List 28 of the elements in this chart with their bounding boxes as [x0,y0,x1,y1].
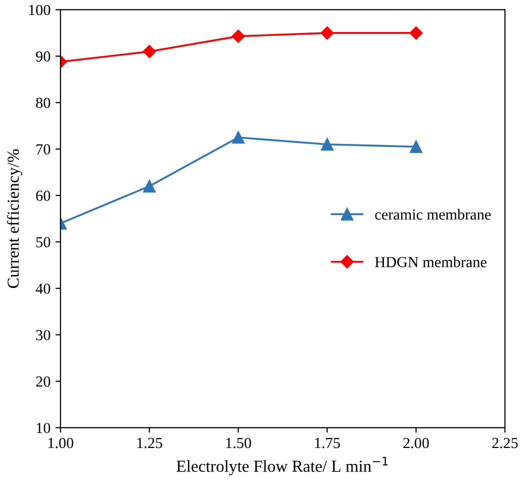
y-tick-label: 50 [36,237,50,248]
point [143,180,156,192]
x-tick-label: 1.75 [315,438,340,448]
point [410,140,422,153]
point [142,44,156,58]
x-tick-label: 1.00 [48,438,74,448]
y-tick-label: 60 [36,190,50,201]
legend-label: ceramic membrane [375,208,491,220]
point [320,138,334,151]
point [320,26,334,40]
y-tick-label: 20 [36,376,50,387]
x-tick-label: 1.25 [137,438,162,448]
y-tick-label: 100 [29,4,50,16]
legend-label: HDGN membrane [375,256,486,268]
y-tick-label: 40 [36,284,50,294]
y-tick-label: 70 [36,144,50,154]
y-tick-label: 90 [36,51,50,62]
x-tick-label: 2.25 [492,438,518,448]
point [409,26,423,40]
x-axis-title: Electrolyte Flow Rate/ L min$^{−1}$ [176,456,388,476]
y-tick-label: 30 [36,330,50,340]
x-tick-label: 1.50 [226,438,252,448]
y-tick-label: 10 [36,422,50,434]
y-tick-label: 80 [36,98,50,108]
point [232,131,245,144]
point [232,30,245,43]
x-tick-label: 2.00 [403,438,429,448]
y-axis-title: Current efficiency/% [6,149,22,288]
